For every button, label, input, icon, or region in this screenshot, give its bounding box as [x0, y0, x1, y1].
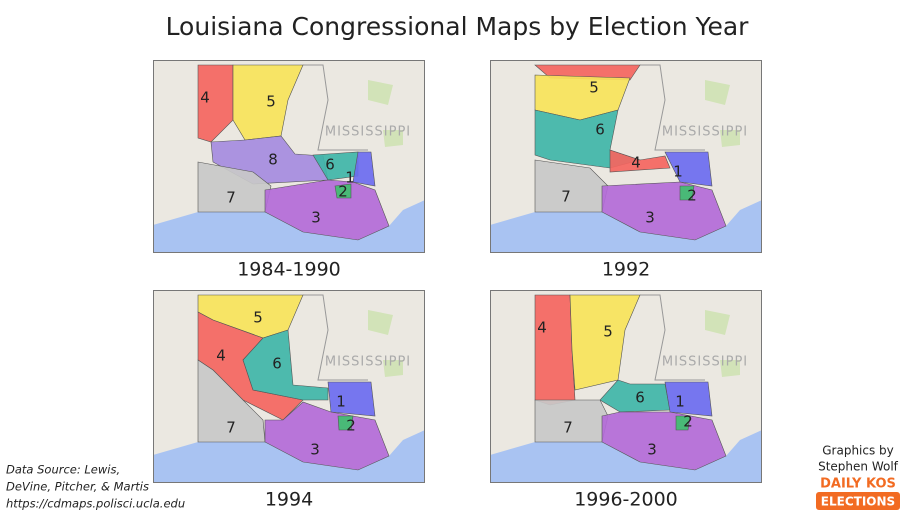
- state-border: [640, 294, 705, 381]
- district-number: 2: [683, 413, 693, 431]
- map-label: 1992: [602, 259, 650, 281]
- district-number: 5: [589, 79, 599, 97]
- land-patch: [705, 80, 740, 147]
- map-panel: MISSISSIPPI 5 4 6 12 7 3: [153, 290, 425, 483]
- district: [264, 179, 390, 241]
- district-number: 1: [673, 163, 683, 181]
- map-frame: [153, 60, 425, 253]
- district: [197, 64, 234, 143]
- district: [242, 329, 329, 401]
- logo-box: [816, 492, 900, 510]
- district: [664, 151, 713, 187]
- district: [327, 381, 376, 417]
- state-label: MISSISSIPPI: [325, 355, 411, 370]
- district-number: 4: [631, 154, 641, 172]
- district-number: 4: [216, 347, 226, 365]
- district-number: 6: [272, 355, 282, 373]
- state-label: MISSISSIPPI: [662, 355, 748, 370]
- map-label: 1996-2000: [574, 489, 678, 511]
- land-patch: [368, 310, 403, 377]
- state-label: MISSISSIPPI: [662, 125, 748, 140]
- map-frame: [153, 290, 425, 483]
- district-number: 7: [226, 419, 236, 437]
- credit: Stephen Wolf: [818, 460, 899, 474]
- gulf-water: [153, 200, 425, 253]
- map-frame: [490, 60, 762, 253]
- district-number: 3: [310, 441, 320, 459]
- title: Louisiana Congressional Maps by Election…: [166, 12, 750, 41]
- state-border: [640, 64, 705, 151]
- map-panel: MISSISSIPPI 4 5 8 612 7 3: [153, 60, 425, 253]
- land-patch: [368, 80, 403, 147]
- district-number: 8: [268, 151, 278, 169]
- district-number: 4: [200, 89, 210, 107]
- district-number: 5: [253, 309, 263, 327]
- district-number: 2: [687, 187, 697, 205]
- map-label: 1994: [265, 489, 313, 511]
- district: [334, 183, 352, 199]
- source-line: DeVine, Pitcher, & Martis: [6, 480, 149, 494]
- district-number: 3: [311, 209, 321, 227]
- district-number: 1: [675, 393, 685, 411]
- district-number: 3: [645, 209, 655, 227]
- district: [675, 415, 691, 431]
- district: [197, 359, 266, 443]
- district: [601, 181, 727, 241]
- district-number: 6: [325, 156, 335, 174]
- gulf-water: [153, 430, 425, 483]
- map-frame: [490, 290, 762, 483]
- district: [337, 415, 354, 431]
- district: [601, 411, 727, 471]
- district-number: 5: [603, 323, 613, 341]
- district-number: 7: [563, 419, 573, 437]
- district: [664, 381, 713, 417]
- district: [679, 185, 695, 201]
- district-number: 6: [635, 389, 645, 407]
- gulf-water: [490, 200, 762, 253]
- logo-bottom: ELECTIONS: [821, 495, 895, 509]
- district-number: 1: [336, 393, 346, 411]
- district: [264, 401, 390, 471]
- logo-top: DAILY KOS: [820, 477, 896, 492]
- district: [609, 149, 671, 173]
- district-number: 1: [345, 169, 355, 187]
- district-number: 5: [266, 93, 276, 111]
- district-number: 2: [338, 183, 348, 201]
- state-border: [303, 294, 368, 381]
- district-number: 2: [346, 417, 356, 435]
- district-number: 6: [595, 121, 605, 139]
- land-patch: [705, 310, 740, 377]
- map-panel: MISSISSIPPI 4 5 6 1 2 7 3: [490, 290, 762, 483]
- source-line: https://cdmaps.polisci.ucla.edu: [6, 497, 185, 511]
- district-number: 4: [537, 319, 547, 337]
- district: [352, 151, 376, 187]
- map-label: 1984-1990: [237, 259, 341, 281]
- district-number: 7: [226, 189, 236, 207]
- credit: Graphics by: [822, 444, 894, 458]
- district-number: 7: [561, 188, 571, 206]
- district: [534, 294, 576, 406]
- gulf-water: [490, 430, 762, 483]
- district-number: 3: [647, 441, 657, 459]
- state-border: [303, 64, 368, 151]
- map-panel: MISSISSIPPI 5 6 4 12 7 3: [490, 60, 762, 253]
- source-line: Data Source: Lewis,: [6, 463, 120, 477]
- state-label: MISSISSIPPI: [325, 125, 411, 140]
